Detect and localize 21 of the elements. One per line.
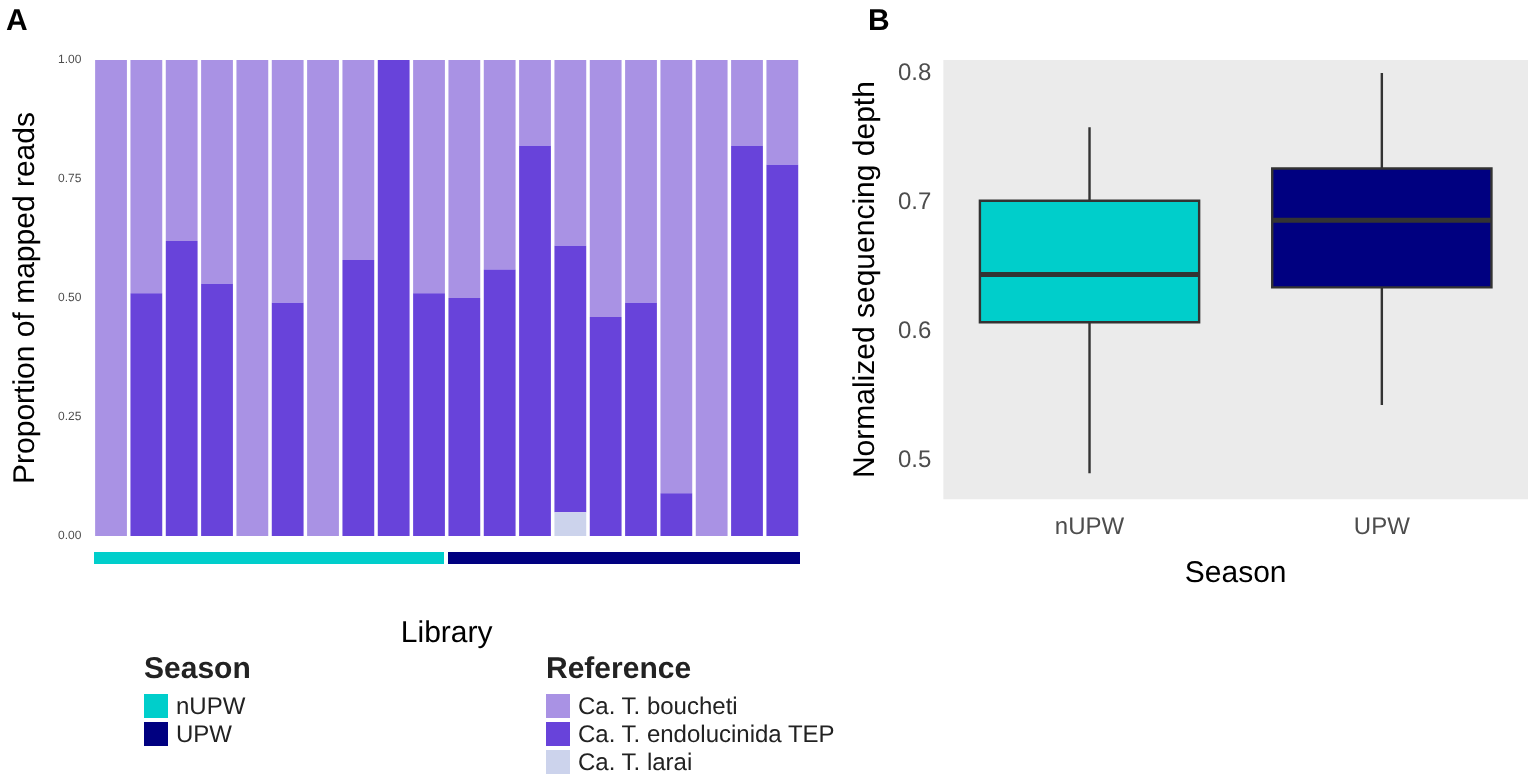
x-axis-title: Library: [400, 616, 494, 651]
legend-title: Reference: [546, 652, 694, 686]
legend-label: Ca. T. larai: [578, 748, 693, 774]
text: Season: [144, 652, 251, 686]
bar: [271, 302, 304, 536]
y-axis-title: Proportion of mapped reads: [8, 112, 43, 484]
y-tick-label: 0.5: [897, 445, 932, 474]
legend-label: Ca. T. endolucinida TEP: [578, 720, 835, 748]
x-axis-title: Season: [1184, 556, 1287, 591]
bar: [342, 259, 375, 536]
y-tick-label: 0.8: [897, 57, 932, 86]
y-tick-label: 0.6: [897, 315, 932, 344]
bar: [130, 293, 163, 536]
text: A: [6, 4, 28, 38]
text: nUPW: [176, 692, 246, 720]
y-axis-title: Normalized sequencing depth: [848, 81, 883, 479]
legend-label: Ca. T. boucheti: [578, 692, 738, 720]
y-tick-label: 0.7: [897, 186, 932, 215]
text: B: [868, 4, 890, 38]
bar: [554, 512, 587, 536]
text: UPW: [176, 720, 232, 748]
